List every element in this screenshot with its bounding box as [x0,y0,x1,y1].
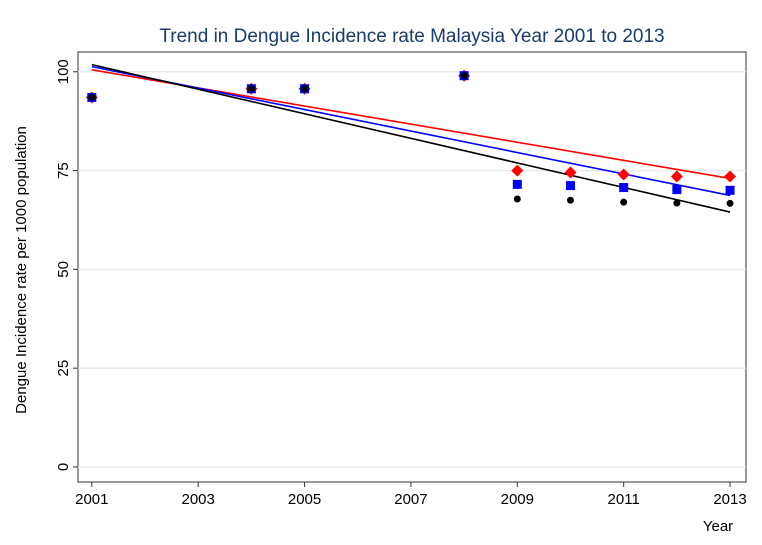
point [619,183,629,193]
plot-area [77,51,747,483]
point [672,185,682,195]
point [673,199,681,207]
point [726,199,734,207]
y-axis-label: Dengue Incidence rate per 1000 populatio… [13,126,30,414]
x-tick-label: 2011 [608,491,640,508]
point [513,195,521,203]
x-tick-label: 2009 [501,491,534,508]
x-tick-label: 2003 [182,491,215,508]
point [617,168,630,181]
point [724,170,737,183]
point [565,181,575,191]
point [566,196,574,204]
x-axis-label: Year [703,518,733,535]
x-tick-label: 2013 [713,491,746,508]
x-tick-label: 2005 [288,491,321,508]
point [512,179,522,189]
point [725,185,735,195]
point [88,93,96,101]
point [620,198,628,206]
point [511,164,524,177]
point [564,166,577,179]
point [247,85,255,93]
x-tick-label: 2001 [75,491,108,508]
y-tick-label: 100 [55,59,72,84]
point [670,170,683,183]
y-tick-label: 25 [55,360,72,377]
y-tick-label: 75 [55,162,72,179]
y-tick-label: 50 [55,261,72,278]
x-tick-label: 2007 [394,491,427,508]
y-tick-label: 0 [55,463,72,471]
point [301,85,309,93]
chart-title: Trend in Dengue Incidence rate Malaysia … [159,26,664,47]
point [460,72,468,80]
